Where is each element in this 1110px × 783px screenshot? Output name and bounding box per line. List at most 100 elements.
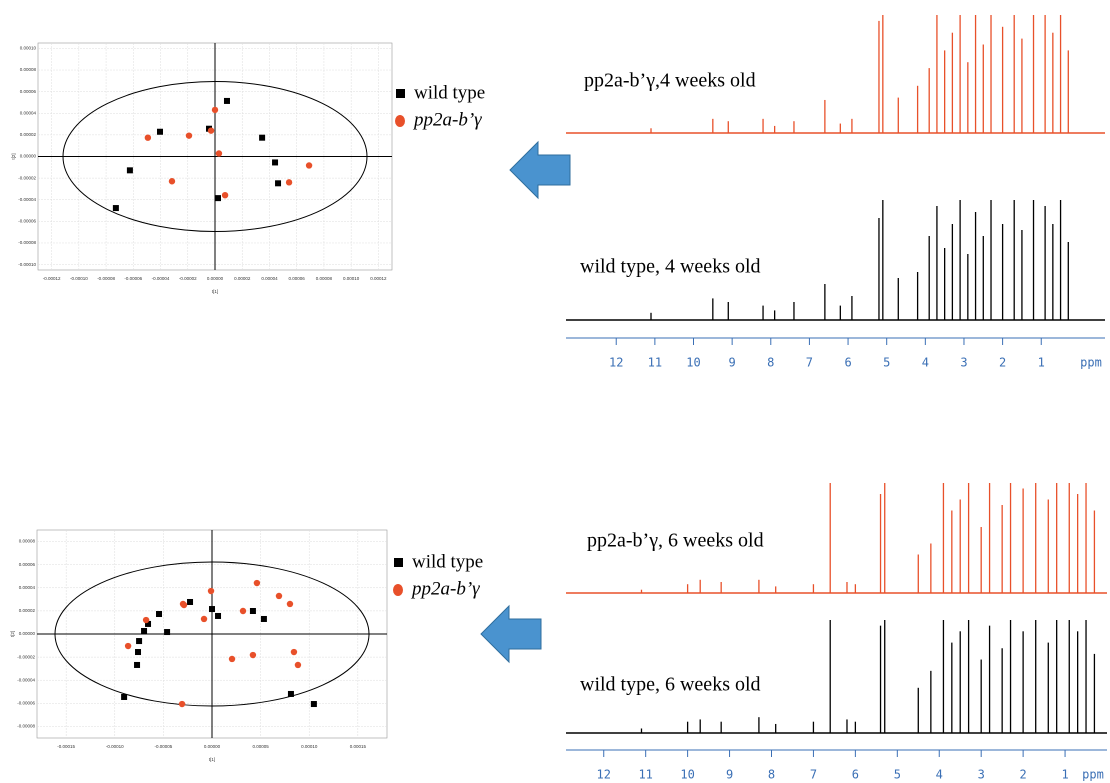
ppm-tick-label: 12 [597, 768, 611, 782]
ppm-tick-label: 4 [922, 356, 929, 370]
point [156, 611, 163, 618]
x-tick-label: 0.00000 [204, 744, 221, 749]
ppm-tick-label: 8 [768, 768, 775, 782]
y-tick-label: -0.00008 [18, 240, 36, 245]
point [215, 612, 222, 619]
y-tick-label: 0.00004 [19, 585, 36, 590]
arrow [509, 140, 571, 200]
x-tick-label: 0.00006 [289, 276, 306, 281]
ppm-tick-label: 9 [726, 768, 733, 782]
point [249, 651, 257, 659]
point [239, 607, 247, 615]
point [259, 134, 266, 141]
point [253, 579, 261, 587]
spectrum-label: pp2a-b’γ,4 weeks old [584, 70, 756, 92]
legend-label: wild type [412, 551, 483, 572]
point [200, 615, 208, 623]
y-tick-label: 0.00008 [19, 539, 36, 544]
point [142, 616, 150, 624]
y-axis-label: t[2] [10, 631, 15, 637]
y-tick-label: -0.00004 [17, 677, 35, 682]
ppm-tick-label: 3 [978, 768, 985, 782]
ppm-tick-label: 9 [729, 356, 736, 370]
point [286, 600, 294, 608]
ppm-tick-label: 7 [806, 356, 813, 370]
ppm-tick-label: 10 [686, 356, 700, 370]
x-tick-label: 0.00010 [301, 744, 318, 749]
ppm-tick-label: 3 [960, 356, 967, 370]
x-tick-label: 0.00002 [234, 276, 251, 281]
ppm-tick-label: 2 [1020, 768, 1027, 782]
ppm-tick-label: 4 [936, 768, 943, 782]
x-axis-label: t[1] [209, 757, 215, 762]
point [178, 700, 186, 708]
x-tick-label: -0.00015 [57, 744, 75, 749]
point [228, 655, 236, 663]
point [135, 649, 142, 656]
ppm-tick-label: 12 [609, 356, 623, 370]
point [144, 134, 152, 141]
x-tick-label: -0.00006 [124, 276, 142, 281]
ppm-tick-label: 7 [810, 768, 817, 782]
x-tick-label: -0.00004 [152, 276, 170, 281]
spectrum-label: pp2a-b’γ, 6 weeks old [587, 530, 764, 552]
point [141, 627, 148, 634]
point [121, 693, 128, 700]
ppm-tick-label: 11 [638, 768, 652, 782]
x-tick-label: 0.00015 [350, 744, 367, 749]
point [136, 638, 143, 645]
y-tick-label: 0.00006 [20, 89, 37, 94]
point [285, 179, 293, 186]
x-tick-label: -0.00005 [155, 744, 173, 749]
y-tick-label: -0.00008 [17, 724, 35, 729]
y-tick-label: -0.00006 [17, 701, 35, 706]
x-tick-label: 0.00010 [343, 276, 360, 281]
point [185, 132, 193, 139]
point [214, 195, 221, 202]
point [294, 661, 302, 669]
point [249, 608, 256, 615]
point [207, 587, 215, 595]
point [126, 167, 133, 174]
y-tick-label: 0.00000 [19, 631, 36, 636]
y-tick-label: -0.00006 [18, 219, 36, 224]
x-axis-label: t[1] [212, 289, 218, 294]
x-tick-label: -0.00010 [70, 276, 88, 281]
confidence-ellipse [54, 561, 370, 707]
y-tick-label: 0.00000 [20, 154, 37, 159]
ppm-axis-label: ppm [1080, 356, 1102, 370]
ppm-tick-label: 2 [999, 356, 1006, 370]
x-tick-label: 0.00012 [370, 276, 387, 281]
ppm-tick-label: 6 [844, 356, 851, 370]
point [179, 600, 187, 608]
point [112, 205, 119, 212]
point [187, 598, 194, 605]
spectrum-label: wild type, 4 weeks old [580, 256, 761, 278]
ppm-tick-label: 6 [852, 768, 859, 782]
point [156, 128, 163, 135]
spectrum-label: wild type, 6 weeks old [580, 674, 761, 696]
y-tick-label: -0.00002 [18, 175, 36, 180]
point [211, 106, 219, 114]
point [290, 648, 298, 656]
y-tick-label: -0.00010 [18, 262, 36, 267]
point [164, 629, 171, 636]
confidence-ellipse [62, 81, 368, 232]
ppm-tick-label: 5 [883, 356, 890, 370]
ppm-tick-label: 11 [648, 356, 662, 370]
legend-marker [393, 584, 403, 596]
x-tick-label: -0.00002 [179, 276, 197, 281]
point [124, 642, 132, 650]
point [272, 159, 279, 166]
point [168, 178, 176, 185]
x-tick-label: -0.00012 [43, 276, 61, 281]
legend-marker [395, 115, 405, 127]
y-tick-label: 0.00006 [19, 562, 36, 567]
legend-marker [396, 89, 405, 98]
legend-label: pp2a-b’γ [410, 578, 480, 599]
x-tick-label: -0.00010 [106, 744, 124, 749]
y-tick-label: 0.00008 [20, 67, 37, 72]
x-tick-label: 0.00004 [261, 276, 278, 281]
point [207, 127, 215, 134]
